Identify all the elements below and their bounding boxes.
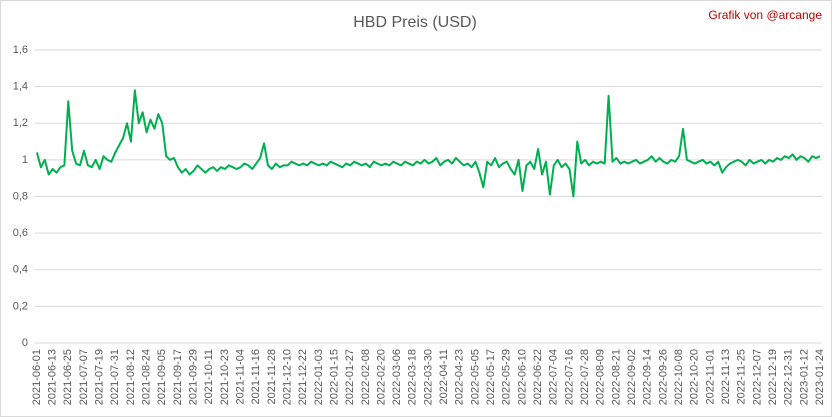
y-tick-label: 1,2 [13,117,28,129]
x-tick-label: 2022-11-01 [704,349,716,404]
y-tick-label: 0,2 [13,300,28,312]
x-tick-label: 2022-04-23 [454,349,466,405]
x-tick-label: 2022-05-29 [501,349,513,405]
x-tick-label: 2022-09-14 [642,349,654,405]
x-tick-label: 2022-03-18 [407,349,419,405]
x-tick-label: 2022-01-27 [344,349,356,405]
x-tick-label: 2022-05-05 [469,349,481,405]
x-tick-label: 2022-10-20 [689,349,701,405]
y-tick-label: 1 [22,154,28,166]
x-tick-label: 2022-01-15 [328,349,340,405]
x-tick-label: 2021-07-07 [78,349,90,405]
x-tick-label: 2022-09-02 [626,349,638,405]
x-tick-label: 2022-12-19 [767,349,779,405]
x-tick-label: 2021-06-25 [62,349,74,405]
x-tick-label: 2021-09-17 [172,349,184,405]
x-tick-label: 2021-09-29 [187,349,199,405]
y-tick-label: 0,4 [13,264,28,276]
x-tick-label: 2021-10-23 [219,349,231,405]
x-tick-label: 2021-10-11 [203,349,215,404]
x-tick-label: 2021-12-10 [281,349,293,405]
y-tick-label: 0,6 [13,227,28,239]
x-tick-label: 2021-07-19 [94,349,106,405]
x-tick-label: 2022-02-20 [375,349,387,405]
x-tick-label: 2021-11-28 [266,349,278,404]
y-tick-label: 0 [22,337,28,349]
x-tick-label: 2022-12-07 [751,349,763,405]
line-series [35,89,821,198]
x-tick-label: 2022-04-11 [438,349,450,404]
x-tick-label: 2022-07-16 [563,349,575,405]
x-tick-label: 2022-10-08 [673,349,685,405]
x-tick-label: 2021-07-31 [109,349,121,405]
y-tick-label: 0,8 [13,190,28,202]
x-tick-label: 2022-03-06 [391,349,403,405]
x-tick-label: 2021-09-05 [156,349,168,405]
x-tick-label: 2021-06-13 [47,349,59,405]
x-tick-label: 2022-12-31 [783,349,795,405]
x-tick-label: 2021-11-04 [234,349,246,404]
x-tick-label: 2022-08-21 [610,349,622,405]
x-tick-label: 2022-02-08 [360,349,372,405]
x-tick-label: 2022-07-28 [579,349,591,405]
x-tick-label: 2023-01-12 [798,349,810,405]
x-tick-label: 2022-11-13 [720,349,732,404]
annotation: Grafik von @arcange [708,8,822,22]
x-tick-label: 2022-01-03 [313,349,325,405]
x-tick-label: 2021-12-22 [297,349,309,405]
x-tick-label: 2022-03-30 [422,349,434,405]
x-tick-label: 2022-06-10 [516,349,528,405]
x-tick-label: 2021-06-01 [31,349,43,405]
x-tick-label: 2022-05-17 [485,349,497,405]
x-tick-label: 2022-11-25 [736,349,748,404]
y-tick-label: 1,4 [13,81,28,93]
x-tick-label: 2022-08-09 [595,349,607,405]
x-tick-label: 2021-08-12 [125,349,137,405]
chart-title: HBD Preis (USD) [353,14,477,31]
x-tick-label: 2021-08-24 [140,349,152,405]
x-tick-label: 2022-09-26 [657,349,669,405]
x-tick-label: 2022-06-22 [532,349,544,405]
y-tick-label: 1,6 [13,44,28,56]
x-tick-label: 2021-11-16 [250,349,262,404]
x-tick-label: 2023-01-24 [814,349,826,405]
x-tick-label: 2022-07-04 [548,349,560,405]
